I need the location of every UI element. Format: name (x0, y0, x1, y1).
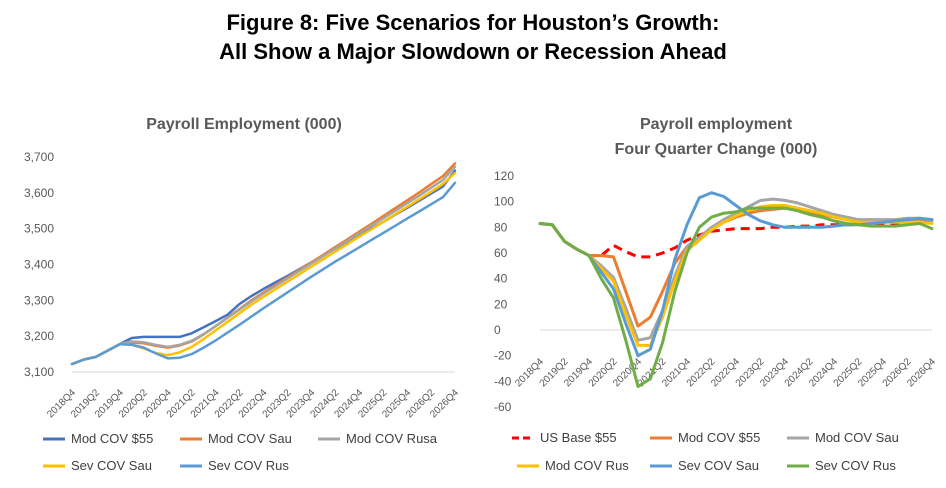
legend-label: Mod COV $55 (678, 430, 760, 445)
chart-title: Payroll employment (640, 116, 793, 133)
y-tick-label: 3,600 (24, 186, 54, 200)
y-tick-label: -40 (494, 374, 512, 388)
legend-item-mod-cov-rusa: Mod COV Rusa (318, 431, 438, 446)
legend-label: Mod COV Sau (815, 430, 899, 445)
chart-axes: 3,1003,2003,3003,4003,5003,6003,7002018Q… (24, 150, 461, 420)
figure-title-line-1: Figure 8: Five Scenarios for Houston’s G… (226, 10, 720, 35)
y-tick-label: 120 (494, 169, 514, 183)
y-tick-label: -20 (494, 349, 512, 363)
y-tick-label: 3,400 (24, 258, 54, 272)
y-tick-label: 20 (494, 297, 508, 311)
legend-item-mod-cov-sau: Mod COV Sau (180, 431, 292, 446)
legend-label: Mod COV Rusa (346, 431, 438, 446)
figure-title: Figure 8: Five Scenarios for Houston’s G… (0, 8, 946, 66)
series-line-mod-cov-sau (70, 162, 457, 366)
payroll-change-chart: Payroll employment Four Quarter Change (… (494, 116, 938, 473)
chart-title: Payroll Employment (000) (146, 116, 342, 133)
legend-item-mod-cov-55: Mod COV $55 (650, 430, 760, 445)
y-tick-label: 3,100 (24, 365, 54, 379)
chart-axes: 120100806040200-20-40-602018Q42019Q22019… (494, 169, 938, 414)
legend-label: Sev COV Rus (815, 458, 896, 473)
legend-label: Sev COV Sau (71, 458, 152, 473)
chart-legend: Mod COV $55 Mod COV Sau Mod COV Rusa Sev CO… (43, 431, 438, 473)
legend-label: Mod COV $55 (71, 431, 153, 446)
legend-item-sev-cov-rus: Sev COV Rus (180, 458, 289, 473)
y-tick-label: 3,300 (24, 293, 54, 307)
chart-series-lines (538, 191, 934, 388)
legend-item-mod-cov-55: Mod COV $55 (43, 431, 153, 446)
legend-item-mod-cov-sau: Mod COV Sau (787, 430, 899, 445)
legend-item-sev-cov-sau: Sev COV Sau (43, 458, 152, 473)
legend-item-sev-cov-sau: Sev COV Sau (650, 458, 759, 473)
y-tick-label: 3,700 (24, 150, 54, 164)
series-line-sev-cov-rus (70, 181, 457, 366)
series-line-sev-cov-sau (70, 171, 457, 366)
chart-series-lines (70, 162, 457, 366)
y-tick-label: 100 (494, 195, 514, 209)
legend-item-sev-cov-rus: Sev COV Rus (787, 458, 896, 473)
series-line-sev-cov-sau (538, 191, 934, 358)
series-line-mod-cov-rus (538, 204, 934, 347)
legend-item-mod-cov-rus: Mod COV Rus (517, 458, 629, 473)
figure-title-line-2: All Show a Major Slowdown or Recession A… (219, 39, 727, 64)
chart-legend: US Base $55 Mod COV $55 Mod COV Sau Mod COV… (512, 430, 899, 473)
legend-label: Sev COV Sau (678, 458, 759, 473)
y-tick-label: 80 (494, 220, 508, 234)
y-tick-label: 60 (494, 246, 508, 260)
payroll-employment-chart: Payroll Employment (000) 3,100 3,200 3,300… (24, 116, 461, 473)
legend-label: US Base $55 (540, 430, 617, 445)
legend-item-us-base-55: US Base $55 (512, 430, 617, 445)
series-line-mod-cov-rusa (70, 165, 457, 366)
y-tick-label: 40 (494, 272, 508, 286)
y-tick-label: -60 (494, 400, 512, 414)
series-line-sev-cov-rus (538, 206, 934, 388)
chart-subtitle: Four Quarter Change (000) (615, 141, 818, 158)
y-tick-label: 0 (494, 323, 501, 337)
y-tick-label: 3,500 (24, 222, 54, 236)
y-tick-label: 3,200 (24, 329, 54, 343)
legend-label: Mod COV Sau (208, 431, 292, 446)
series-line-mod-cov-55 (70, 169, 457, 366)
legend-label: Sev COV Rus (208, 458, 289, 473)
legend-label: Mod COV Rus (545, 458, 629, 473)
